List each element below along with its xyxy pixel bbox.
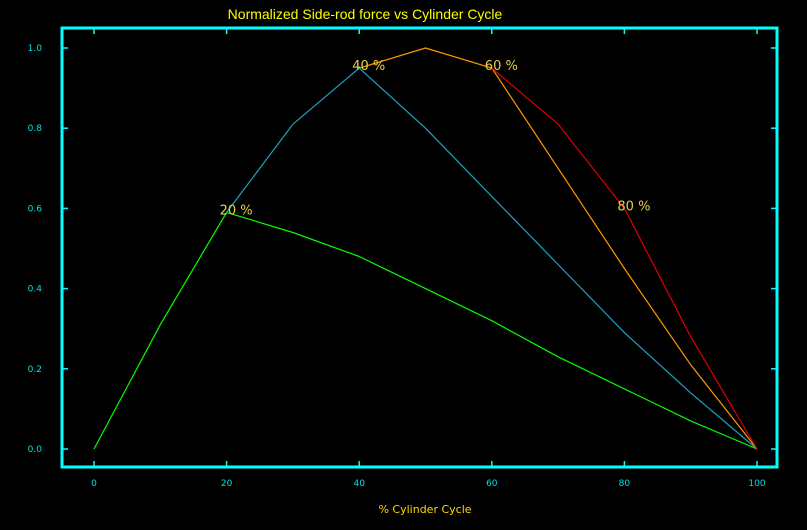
series-line-4 <box>491 67 758 450</box>
y-tick-label: 1.0 <box>28 44 43 54</box>
x-tick-label: 0 <box>91 479 97 489</box>
axis-ticks: 0 20 40 60 80 100 0.0 0.2 0.4 0.6 0.8 1.0 <box>28 28 777 489</box>
y-tick-label: 0.0 <box>28 445 43 455</box>
x-tick-label: 40 <box>353 479 365 489</box>
peak-annotation: 20 % <box>220 203 253 218</box>
peak-annotation: 80 % <box>617 199 650 214</box>
series-line-2 <box>226 67 758 450</box>
peak-annotation: 40 % <box>352 59 385 74</box>
annotation-layer: 20 % 40 % 60 % 80 % <box>220 59 651 218</box>
series-line-1 <box>93 211 758 450</box>
series-line-3 <box>359 47 758 450</box>
y-tick-label: 0.6 <box>28 204 43 214</box>
x-tick-label: 20 <box>221 479 233 489</box>
peak-annotation: 60 % <box>485 59 518 74</box>
x-tick-label: 60 <box>486 479 498 489</box>
y-tick-label: 0.4 <box>28 285 43 295</box>
x-tick-label: 100 <box>748 479 765 489</box>
series-layer <box>93 47 758 450</box>
plot-frame <box>60 26 779 469</box>
chart-title: Normalized Side-rod force vs Cylinder Cy… <box>228 6 503 22</box>
x-axis-label: % Cylinder Cycle <box>378 503 471 516</box>
y-tick-label: 0.2 <box>28 365 42 375</box>
y-tick-label: 0.8 <box>28 124 43 134</box>
x-tick-label: 80 <box>619 479 631 489</box>
